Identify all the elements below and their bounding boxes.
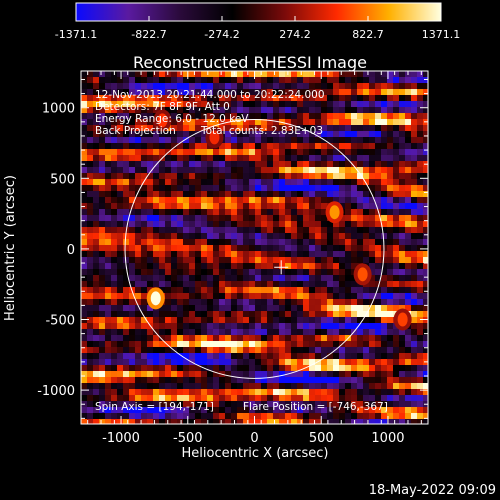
x-tick-label: -500 <box>173 431 203 446</box>
hotspot-core <box>357 267 368 282</box>
annotation-detectors: Detectors: 7F 8F 9F, Att 0 <box>95 101 230 113</box>
annotation-method: Back Projection <box>95 125 176 137</box>
colorbar-tick-label: 822.7 <box>352 28 384 41</box>
y-tick-label: 1000 <box>42 102 75 117</box>
hotspot-core <box>209 130 220 145</box>
y-tick-label: -1000 <box>37 384 75 399</box>
y-tick-label: 500 <box>50 172 75 187</box>
x-axis-label: Heliocentric X (arcsec) <box>182 446 329 461</box>
x-tick-label: 500 <box>309 431 334 446</box>
hotspot-core <box>329 205 340 220</box>
solar-limb-circle <box>124 118 385 379</box>
colorbar-tick-label: -822.7 <box>131 28 166 41</box>
colorbar-tick-label: 1371.1 <box>422 28 461 41</box>
x-tick-label: -1000 <box>102 431 140 446</box>
x-tick-label: 1000 <box>371 431 404 446</box>
colorbar-tick-label: -274.2 <box>204 28 239 41</box>
chart-title: Reconstructed RHESSI Image <box>133 53 367 72</box>
hotspot-core <box>157 113 168 128</box>
y-axis-label: Heliocentric Y (arcsec) <box>3 175 18 321</box>
hotspot-core <box>397 312 408 327</box>
colorbar-tick-label: -1371.1 <box>55 28 97 41</box>
x-axis-ticks: -1000 -500 0 500 1000 <box>87 71 422 446</box>
annotation-flare-position: Flare Position = [-746,-367] <box>243 401 388 413</box>
annotation-spin-axis: Spin Axis = [194,-171] <box>95 401 214 413</box>
hotspot-core <box>150 291 161 306</box>
hotspots <box>146 109 412 331</box>
y-axis-ticks: 1000 500 0 -500 -1000 <box>37 78 428 419</box>
y-tick-label: -500 <box>45 314 75 329</box>
colorbar-tick-label: 274.2 <box>279 28 311 41</box>
annotation-energy-range: Energy Range: 6.0 - 12.0 keV <box>95 113 249 125</box>
x-tick-label: 0 <box>250 431 258 446</box>
annotation-time-range: 12-Nov-2013 20:21:44.000 to 20:22:24.000 <box>95 89 325 101</box>
annotations: 12-Nov-2013 20:21:44.000 to 20:22:24.000… <box>95 89 388 413</box>
colorbar <box>75 2 442 22</box>
center-marker <box>274 260 289 275</box>
footer-timestamp: 18-May-2022 09:09 <box>369 483 496 498</box>
colorbar-ticks: -1371.1 -822.7 -274.2 274.2 822.7 1371.1 <box>55 16 460 41</box>
y-tick-label: 0 <box>67 243 75 258</box>
annotation-total-counts: Total counts: 2.83E+03 <box>200 125 323 137</box>
